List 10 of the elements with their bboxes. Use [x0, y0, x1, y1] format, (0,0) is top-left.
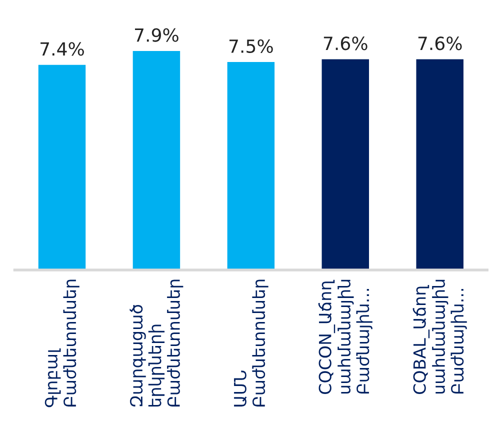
x-tick-label: CQCON_Աճող սահմանային Բաժնային...: [318, 280, 372, 394]
x-tick-label: CQBAL_Աճող սահմանային Բաժնային...: [412, 280, 467, 394]
data-label: 7.6%: [324, 36, 368, 50]
data-label: 7.6%: [418, 36, 462, 50]
data-label: 7.5%: [229, 39, 273, 53]
x-tick-label: ԱՄՆ Բաժնետոմսեր: [234, 280, 268, 406]
x-tick-label: Գլոբալ Բաժնետոմսեր: [44, 280, 80, 408]
x-tick-label: Զարգացած երկրների Բաժնետոմսեր: [130, 280, 184, 406]
data-label: 7.9%: [135, 28, 178, 42]
data-label: 7.4%: [40, 42, 84, 56]
